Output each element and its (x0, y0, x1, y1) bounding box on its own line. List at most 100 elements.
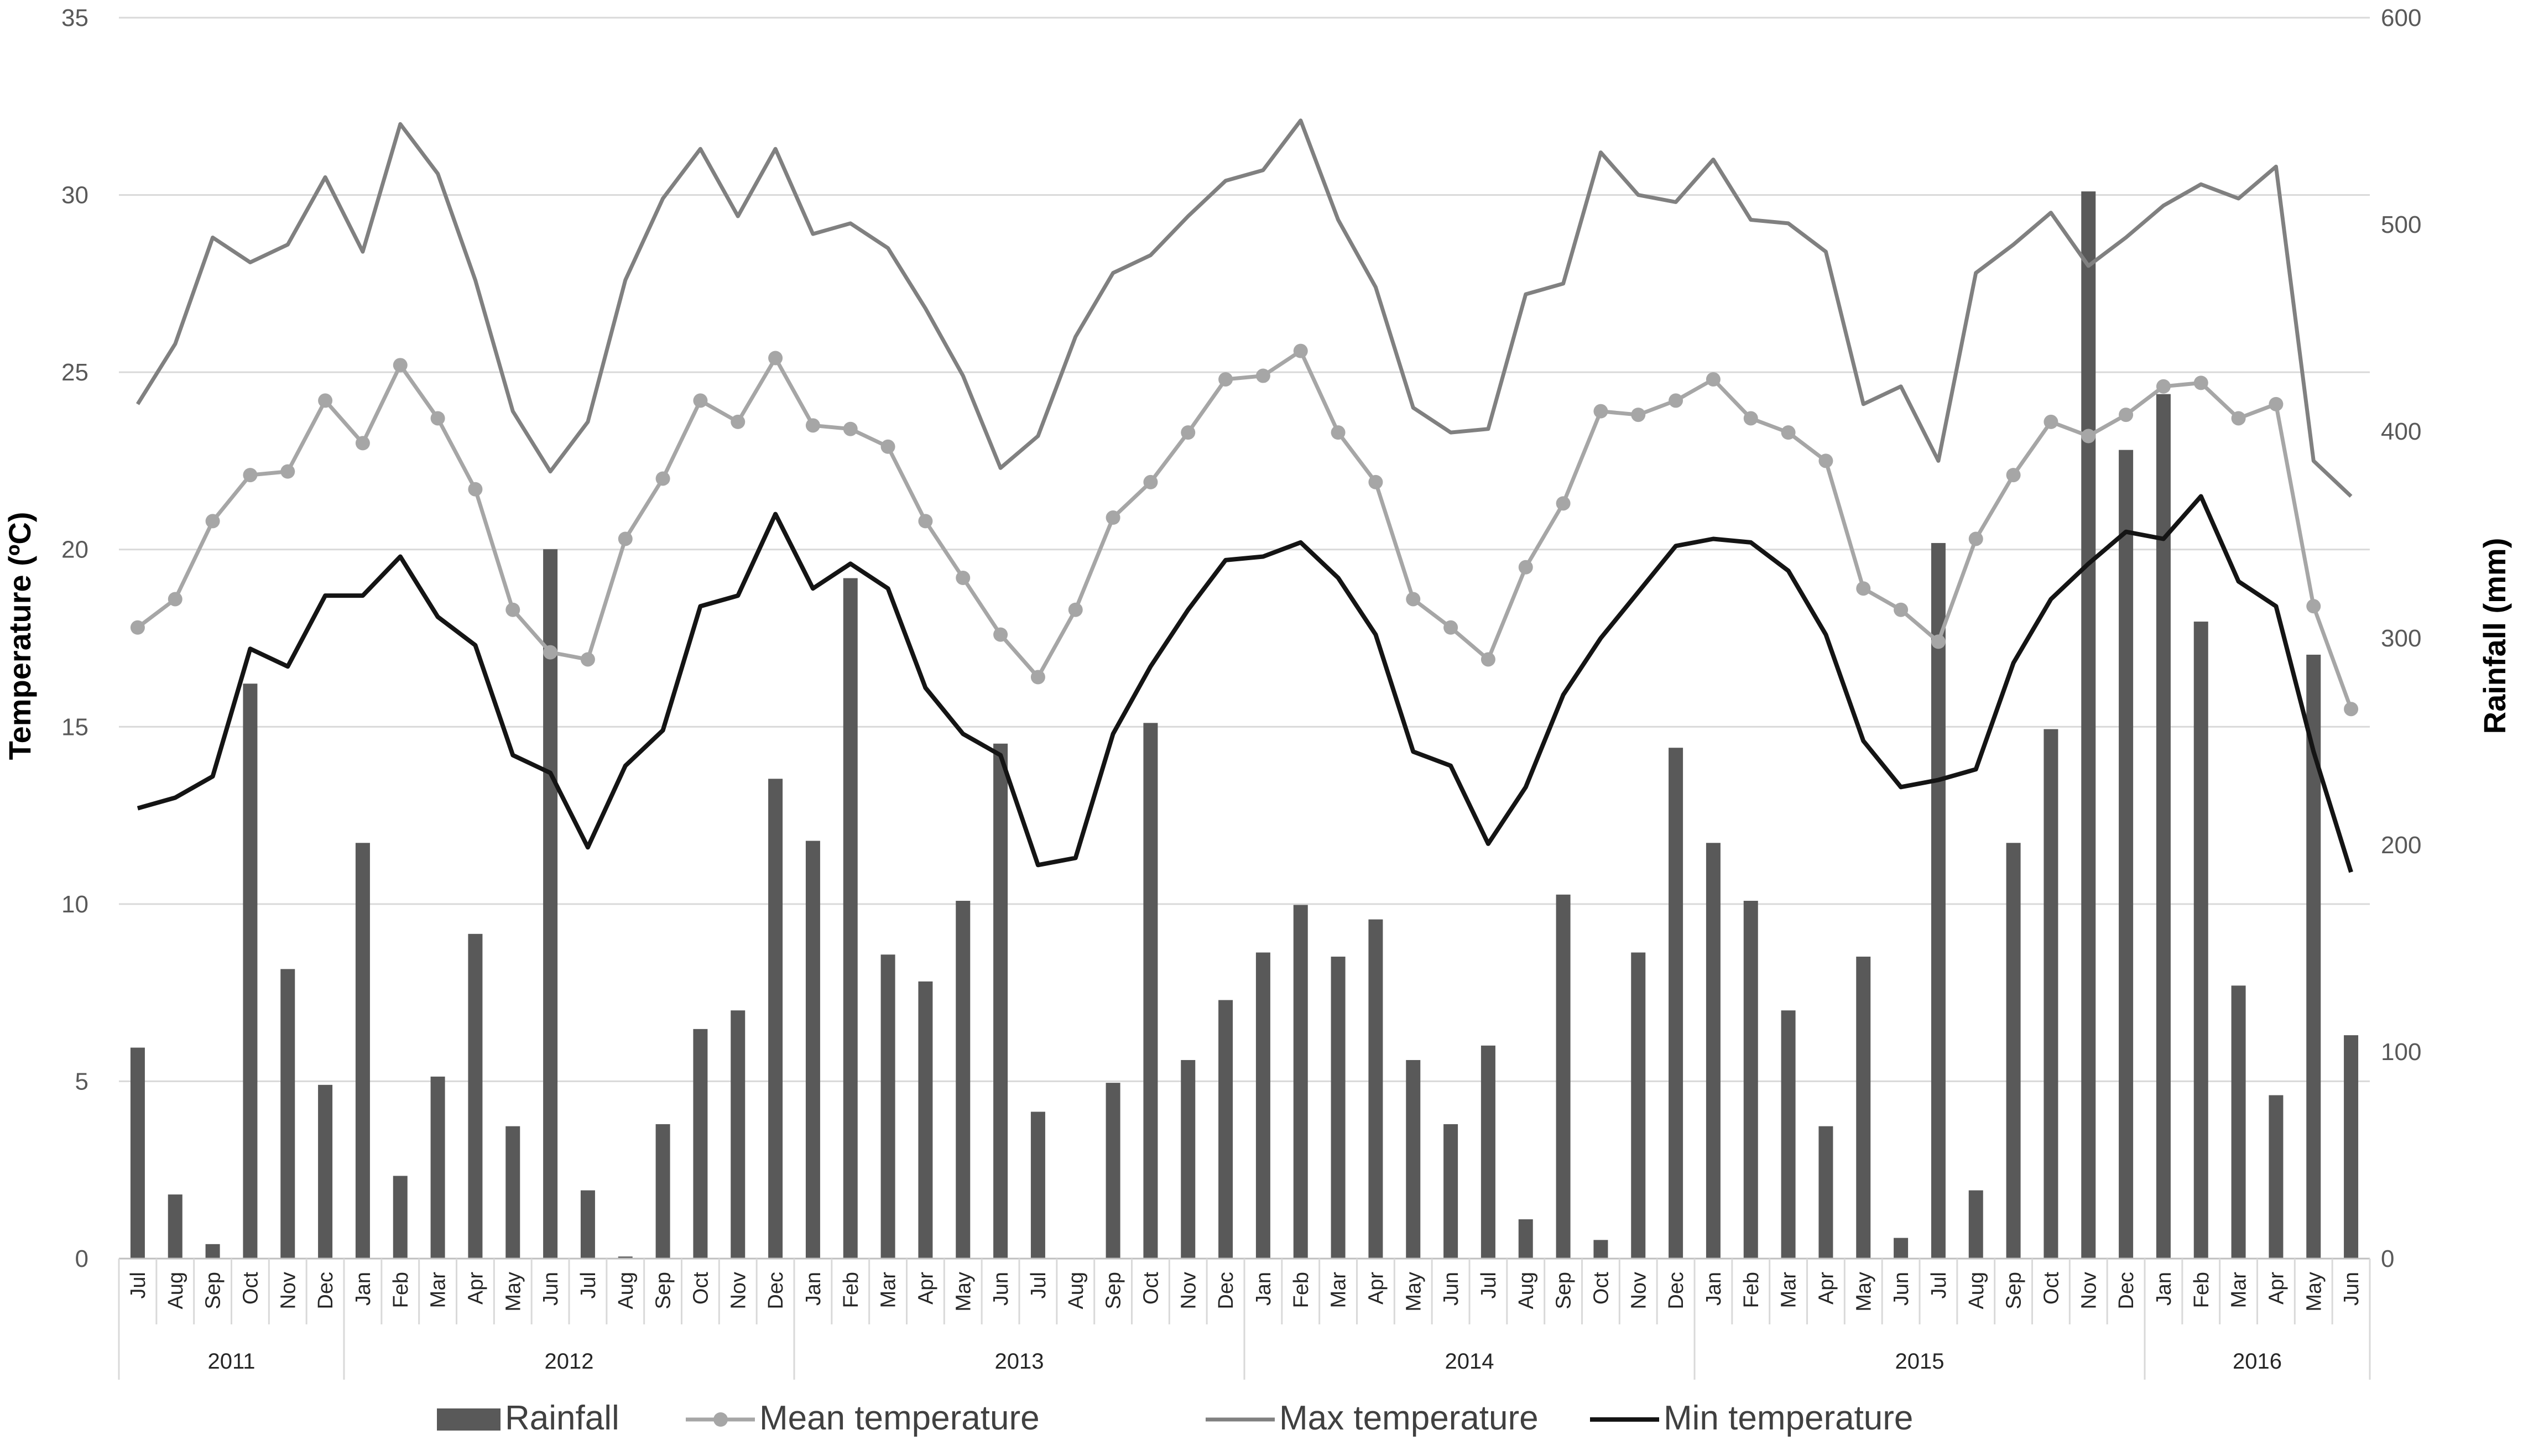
rainfall-bar (318, 1084, 333, 1259)
month-label: Dec (1665, 1272, 1688, 1309)
month-label: Aug (1065, 1272, 1088, 1309)
right-tick-label: 300 (2381, 625, 2421, 652)
mean-temperature-point (918, 514, 933, 529)
month-label: Feb (2190, 1272, 2213, 1308)
legend-swatch-rainfall (437, 1408, 501, 1431)
mean-temperature-point (1669, 393, 1683, 408)
right-tick-label: 400 (2381, 418, 2421, 445)
rainfall-bar (1818, 1126, 1833, 1259)
mean-temperature-point (1781, 425, 1796, 440)
month-label: May (952, 1272, 975, 1312)
rainfall-bar (805, 841, 820, 1259)
month-label: Mar (427, 1272, 450, 1308)
rainfall-bar (918, 981, 933, 1259)
left-tick-label: 25 (61, 359, 88, 386)
rainfall-bar (1293, 905, 1308, 1259)
mean-temperature-point (1368, 474, 1383, 489)
series-line (135, 118, 2353, 498)
rainfall-bar (1255, 952, 1270, 1259)
month-label: Apr (1364, 1272, 1388, 1304)
mean-temperature-point (1706, 372, 1721, 387)
rainfall-bar (1443, 1124, 1458, 1259)
legend-label: Min temperature (1664, 1399, 1913, 1437)
month-label: Nov (1627, 1272, 1650, 1309)
month-label: Apr (464, 1272, 487, 1304)
rainfall-bar (2119, 450, 2134, 1259)
month-label: Aug (164, 1272, 187, 1309)
month-label: Sep (652, 1272, 675, 1309)
month-label: Dec (314, 1272, 337, 1309)
rainfall-bar (1331, 956, 1346, 1259)
month-label: Aug (1965, 1272, 1988, 1309)
month-label: Jan (1252, 1272, 1275, 1306)
month-label: Sep (2003, 1272, 2026, 1309)
month-label: Nov (727, 1272, 750, 1309)
rainfall-bar (993, 743, 1008, 1259)
right-tick-label: 200 (2381, 832, 2421, 859)
mean-temperature-point (2306, 599, 2321, 614)
rainfall-bar (2006, 843, 2021, 1259)
month-label: Dec (2115, 1272, 2138, 1309)
month-label: Jun (1890, 1272, 1913, 1306)
left-tick-label: 5 (75, 1068, 88, 1095)
mean-temperature-point (1218, 372, 1233, 387)
rainfall-bar (655, 1124, 670, 1259)
mean-temperature-point (843, 421, 858, 436)
rainfall-bar (1030, 1111, 1045, 1259)
mean-temperature-point (1631, 408, 1646, 422)
rainfall-bar (1669, 748, 1683, 1259)
month-label: May (1402, 1272, 1425, 1312)
rainfall-bar (2156, 394, 2171, 1259)
mean-temperature-point (618, 531, 633, 546)
right-tick-label: 500 (2381, 211, 2421, 238)
rainfall-bar (1406, 1060, 1421, 1259)
mean-temperature-point (318, 393, 333, 408)
mean-temperature-point (1894, 602, 1909, 617)
month-label: Apr (2265, 1272, 2288, 1304)
year-label: 2015 (1895, 1349, 1945, 1374)
rainfall-bar (468, 933, 483, 1259)
right-axis-title: Rainfall (mm) (2477, 538, 2512, 734)
mean-temperature-point (168, 592, 183, 607)
mean-temperature-point (1143, 474, 1158, 489)
month-label: Nov (277, 1272, 300, 1309)
mean-temperature-point (393, 358, 408, 373)
axes (118, 1257, 2371, 1380)
legend-label: Rainfall (505, 1399, 619, 1437)
rainfall-bar (1631, 952, 1646, 1259)
rainfall-bar (693, 1029, 708, 1259)
mean-temperature-point (2156, 379, 2171, 394)
mean-temperature-point (1556, 496, 1571, 511)
rainfall-bar (1143, 723, 1158, 1259)
month-label: Dec (764, 1272, 788, 1309)
mean-temperature-point (280, 464, 295, 479)
month-label: Oct (1139, 1272, 1163, 1305)
month-label: Jul (1027, 1272, 1050, 1299)
rainfall-bar (393, 1176, 408, 1259)
mean-temperature-point (2119, 408, 2134, 422)
left-tick-label: 10 (61, 891, 88, 918)
month-label: Oct (2040, 1272, 2063, 1305)
left-tick-label: 35 (61, 4, 88, 32)
temperature-lines (130, 118, 2359, 873)
mean-temperature-point (731, 414, 746, 429)
mean-temperature-point (1443, 620, 1458, 635)
rainfall-bar (1968, 1190, 1983, 1259)
mean-temperature-point (1255, 368, 1270, 383)
left-tick-label: 20 (61, 536, 88, 563)
rainfall-bar (505, 1126, 520, 1259)
month-label: Jan (2152, 1272, 2176, 1306)
month-label: Feb (1290, 1272, 1313, 1308)
left-tick-label: 15 (61, 713, 88, 740)
mean-temperature-point (1968, 531, 1983, 546)
year-label: 2016 (2233, 1349, 2282, 1374)
rainfall-bar (768, 779, 783, 1259)
month-label: Jul (577, 1272, 600, 1299)
mean-temperature-point (2193, 375, 2208, 390)
mean-temperature-point (1331, 425, 1346, 440)
rainfall-bar (2231, 985, 2246, 1259)
mean-temperature-point (880, 439, 895, 454)
mean-temperature-point (1593, 404, 1608, 419)
right-tick-label: 100 (2381, 1038, 2421, 1066)
